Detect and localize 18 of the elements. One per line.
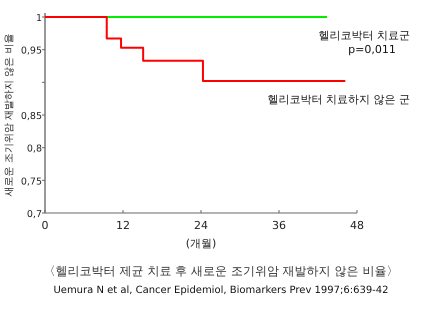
y-tick-label: 0,7 <box>26 209 42 220</box>
series-label: 헬리코박터 치료하지 않은 군 <box>268 93 410 106</box>
y-tick-label: 0,8 <box>26 144 42 155</box>
annotation: p=0,011 <box>348 43 396 56</box>
x-axis-title: (개월) <box>186 237 216 250</box>
y-tick-label: 0,75 <box>20 176 42 188</box>
text: 〈헬리코박터 제균 치료 후 새로운 조기위암 재발하지 않은 비율〉 <box>44 264 398 278</box>
text: Uemura N et al, Cancer Epidemiol, Biomarkers Prev 1997;6:639-42 <box>53 285 389 296</box>
x-tick-label: 12 <box>116 219 130 232</box>
x-tick-label: 36 <box>272 219 286 232</box>
x-tick-label: 48 <box>350 219 364 232</box>
series-label: 헬리코박터 치료군 <box>318 29 410 42</box>
y-tick-label: 0,95 <box>20 46 42 57</box>
x-tick-label: 0 <box>42 219 48 232</box>
y-tick-label: 0,85 <box>20 111 42 122</box>
y-axis-title: 새로운 조기위암 재발하지 않은 비율 <box>4 34 15 196</box>
y-tick-label: 1 <box>36 13 42 24</box>
x-tick-label: 24 <box>194 219 208 232</box>
